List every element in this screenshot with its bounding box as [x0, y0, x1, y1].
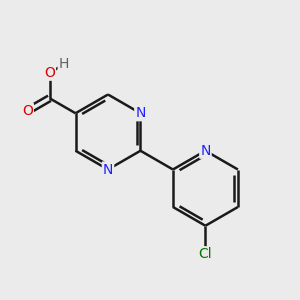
- Text: N: N: [135, 106, 146, 120]
- Text: N: N: [103, 163, 113, 176]
- Text: N: N: [200, 144, 211, 158]
- Text: O: O: [22, 104, 33, 118]
- Text: Cl: Cl: [199, 247, 212, 261]
- Text: H: H: [58, 58, 69, 71]
- Text: O: O: [44, 66, 55, 80]
